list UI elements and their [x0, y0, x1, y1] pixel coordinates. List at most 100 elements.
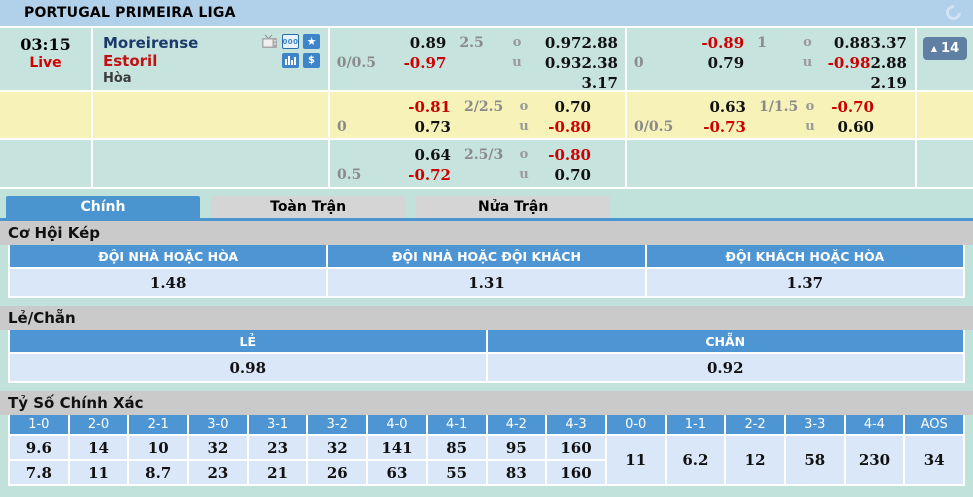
score-header: 4-2 — [485, 415, 548, 436]
score-header: 4-0 — [366, 415, 428, 436]
score-row-1: 9.6 14 10 32 23 32 141 85 95 160 11 6.2 … — [8, 434, 965, 486]
dc-value-home-or-draw: 1.48 — [7, 267, 329, 298]
score-odds: 63 — [366, 459, 428, 486]
match-action-icons: 000 ★ $ — [261, 34, 320, 68]
oe-value-odd: 0.98 — [8, 352, 488, 383]
odds-group-right: 0/0.5 0.63 -0.73 1/1.5 o u -0.70 0.60 — [627, 92, 917, 138]
score-odds: 11 — [67, 459, 130, 486]
star-icon[interactable]: ★ — [303, 34, 320, 49]
score-header: 3-0 — [187, 415, 249, 436]
under-label: u — [519, 167, 529, 182]
under-odds: -0.98 — [827, 54, 871, 72]
handicap-home-odds: -0.81 — [408, 98, 451, 116]
score-header: AOS — [903, 415, 965, 436]
handicap-away-odds: -0.72 — [408, 166, 451, 184]
odd-even-table: LẺ CHẴN 0.98 0.92 — [8, 330, 965, 383]
over-odds: 0.97 — [544, 34, 582, 52]
bookie-count-badge[interactable]: ▲ 14 — [923, 37, 967, 60]
tv-icon[interactable] — [261, 34, 278, 49]
handicap-away-odds: -0.97 — [403, 54, 447, 72]
over-label: o — [512, 35, 522, 50]
under-label: u — [519, 119, 529, 134]
bar-chart-icon[interactable] — [282, 53, 299, 68]
score-odds: 141 — [366, 434, 428, 461]
1x2-away: 3.17 — [581, 74, 618, 92]
score-odds: 32 — [187, 434, 249, 461]
score-header: 3-3 — [783, 415, 846, 436]
dc-header-away-or-draw: ĐỘI KHÁCH HOẶC HÒA — [644, 245, 966, 269]
score-header-row: 1-0 2-0 2-1 3-0 3-1 3-2 4-0 4-1 4-2 4-3 … — [8, 415, 965, 436]
handicap-home-odds: 0.89 — [409, 34, 447, 52]
score-odds-draw: 11 — [604, 434, 667, 486]
score-odds-draw: 6.2 — [664, 434, 727, 486]
odd-even-title: Lẻ/Chẵn — [0, 306, 973, 330]
total-line: 1 — [757, 35, 767, 51]
draw-label: Hòa — [103, 71, 132, 86]
dollar-icon[interactable]: $ — [303, 53, 320, 68]
under-label: u — [805, 119, 815, 134]
score-odds: 85 — [425, 434, 488, 461]
badge-cell: ▲ 14 — [917, 28, 973, 90]
score-row-2: 7.8 11 8.7 23 21 26 63 55 83 160 — [8, 459, 964, 486]
total-line: 1/1.5 — [759, 99, 799, 115]
odds-board-icon[interactable]: 000 — [282, 34, 299, 49]
score-odds-draw: 230 — [843, 434, 906, 486]
under-odds: -0.80 — [548, 118, 591, 136]
1x2-home: 3.37 — [870, 34, 907, 52]
over-odds: -0.70 — [831, 98, 874, 116]
handicap-away-odds: 0.73 — [414, 118, 451, 136]
1x2-draw: 2.38 — [581, 54, 618, 72]
handicap-line: 0/0.5 — [634, 119, 674, 135]
odds-row-full-time: 03:15 Live Moreirense Estoril Hòa 000 ★ … — [0, 28, 973, 92]
home-team-name[interactable]: Moreirense — [103, 34, 199, 52]
match-time: 03:15 — [20, 35, 71, 54]
under-odds: 0.93 — [544, 54, 582, 72]
away-team-name[interactable]: Estoril — [103, 52, 158, 70]
dc-header-home-or-away: ĐỘI NHÀ HOẶC ĐỘI KHÁCH — [326, 245, 647, 269]
over-label: o — [805, 99, 815, 114]
handicap-away-odds: 0.79 — [707, 54, 745, 72]
dc-header-home-or-draw: ĐỘI NHÀ HOẶC HÒA — [7, 245, 329, 269]
double-chance-table: ĐỘI NHÀ HOẶC HÒA ĐỘI NHÀ HOẶC ĐỘI KHÁCH … — [7, 245, 966, 298]
under-odds: 0.60 — [837, 118, 874, 136]
score-odds: 14 — [67, 434, 130, 461]
correct-score-title: Tỷ Số Chính Xác — [0, 391, 973, 415]
handicap-line: 0 — [337, 119, 347, 135]
dc-value-home-or-away: 1.31 — [326, 267, 647, 298]
score-odds: 55 — [425, 459, 488, 486]
tab-underline — [0, 218, 973, 221]
handicap-home-odds: -0.89 — [701, 34, 745, 52]
score-odds: 23 — [246, 434, 309, 461]
score-odds: 10 — [127, 434, 190, 461]
tab-full-match[interactable]: Toàn Trận — [211, 196, 406, 218]
odds-row-secondary: 0 -0.81 0.73 2/2.5 o u 0.70 -0.80 0/0.5 … — [0, 92, 973, 140]
tab-half-match[interactable]: Nửa Trận — [416, 196, 611, 218]
score-header: 1-0 — [8, 415, 70, 436]
oe-header-odd: LẺ — [8, 330, 488, 354]
total-line: 2/2.5 — [464, 99, 504, 115]
handicap-away-odds: -0.73 — [703, 118, 746, 136]
over-label: o — [519, 99, 529, 114]
over-label: o — [519, 147, 529, 162]
up-arrow-icon: ▲ — [930, 44, 938, 53]
over-odds: 0.88 — [833, 34, 871, 52]
score-header: 2-1 — [127, 415, 190, 436]
odds-group-left: 0.5 0.64 -0.72 2.5/3 o u -0.80 0.70 — [330, 140, 627, 187]
tab-main[interactable]: Chính — [6, 196, 200, 218]
score-odds: 9.6 — [8, 434, 70, 461]
under-label: u — [802, 55, 813, 70]
score-header: 4-3 — [545, 415, 607, 436]
score-odds: 83 — [485, 459, 548, 486]
odds-group-left: 0/0.5 0.89 -0.97 2.5 o u 0.97 0.93 2.88 … — [330, 28, 627, 92]
score-header: 3-1 — [246, 415, 309, 436]
score-odds-draw: 58 — [783, 434, 846, 486]
odds-row-tertiary: 0.5 0.64 -0.72 2.5/3 o u -0.80 0.70 — [0, 140, 973, 189]
over-odds: -0.80 — [548, 146, 591, 164]
odds-group-left: 0 -0.81 0.73 2/2.5 o u 0.70 -0.80 — [330, 92, 627, 138]
score-odds: 160 — [545, 434, 607, 461]
score-header: 4-1 — [425, 415, 488, 436]
refresh-icon[interactable] — [942, 1, 965, 24]
oe-value-even: 0.92 — [485, 352, 965, 383]
correct-score-table: 1-0 2-0 2-1 3-0 3-1 3-2 4-0 4-1 4-2 4-3 … — [8, 415, 965, 486]
score-header: 3-2 — [306, 415, 369, 436]
